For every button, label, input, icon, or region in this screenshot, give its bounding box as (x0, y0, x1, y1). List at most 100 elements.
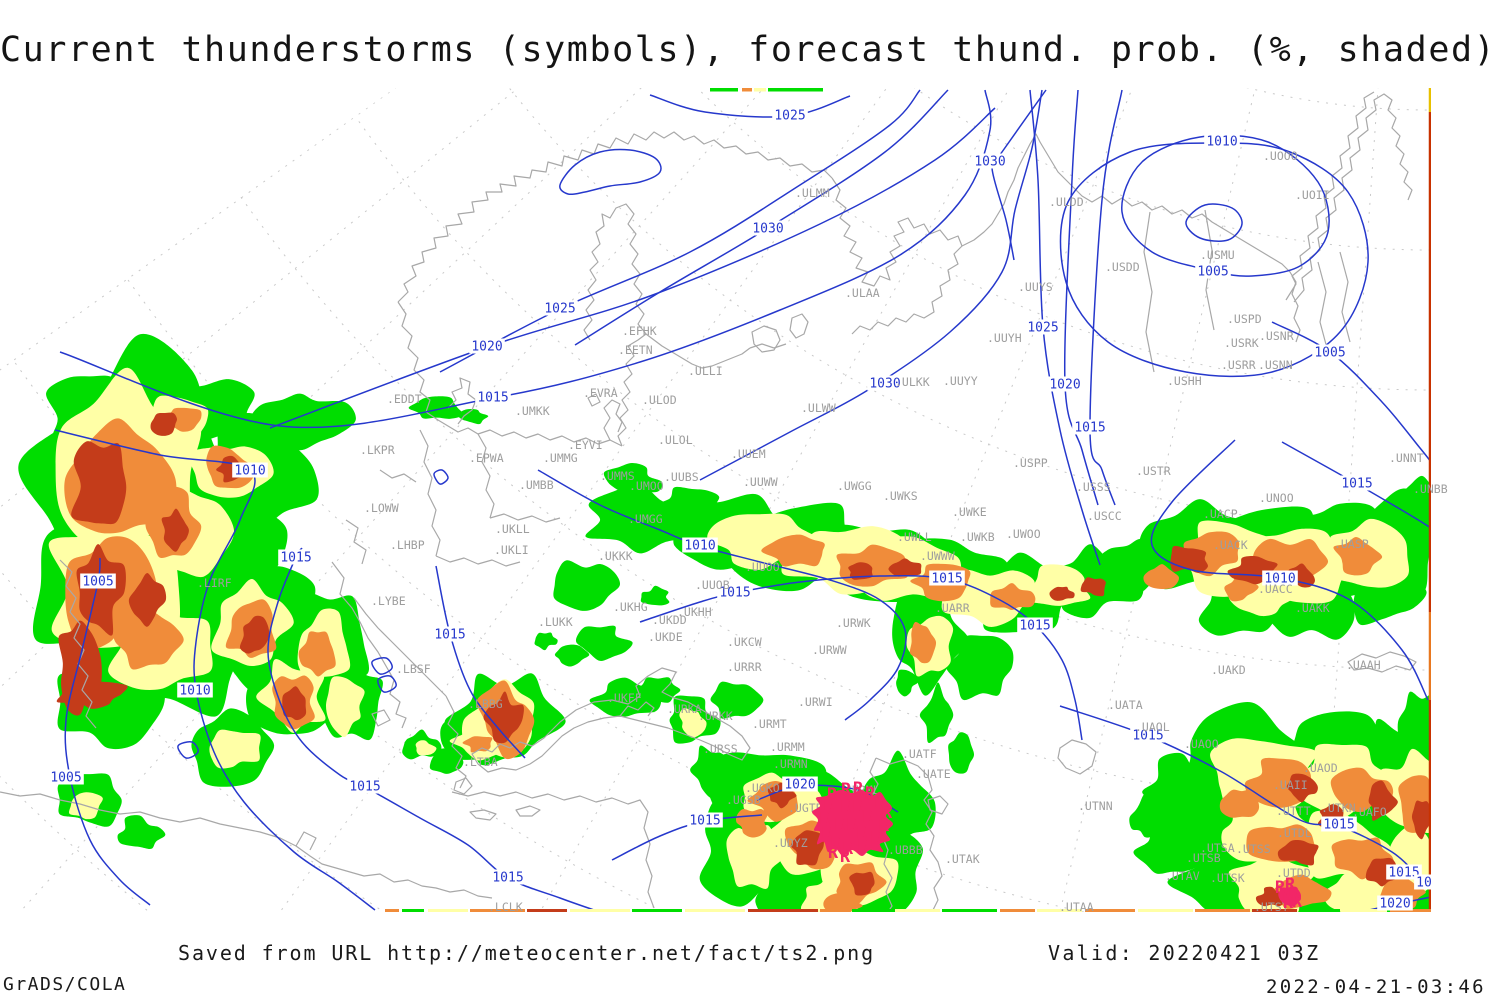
isobar-label: 1015 (1132, 729, 1163, 744)
isobar-label: 1015 (1388, 866, 1419, 881)
station-label: .UUEM (731, 447, 766, 461)
station-label: .ULOD (642, 393, 677, 407)
station-label: .USSS (1076, 480, 1111, 494)
station-label: .UWWW (920, 549, 955, 563)
isobar-label: 1010 (1264, 572, 1295, 587)
isobar-label: 1005 (82, 575, 113, 590)
station-label: .UDYZ (773, 836, 808, 850)
thunderstorm-icon: R (1275, 878, 1286, 898)
station-label: .USNR (1259, 329, 1294, 343)
station-label: .UAKK (1295, 601, 1330, 615)
valid-time-text: Valid: 20220421 03Z (1048, 941, 1321, 965)
station-label: .USRK (1224, 336, 1259, 350)
thunderstorm-icon: R (824, 795, 835, 815)
isobar-label: 1015 (931, 572, 962, 587)
station-label: .UGSB (726, 793, 761, 807)
station-label: .UWKB (960, 530, 995, 544)
station-label: .LIRF (197, 576, 232, 590)
isobar-label: 1030 (869, 377, 900, 392)
thunderstorm-icon: R (857, 823, 868, 843)
station-label: .UARR (935, 601, 970, 615)
station-label: .UUOB (695, 578, 730, 592)
thunderstorm-icon: R (879, 816, 890, 836)
station-label: .USDD (1105, 260, 1140, 274)
station-label: .EVRA (583, 386, 618, 400)
station-label: .URKK (698, 709, 733, 723)
station-label: .LTBA (463, 755, 498, 769)
isobar-labels: 1025 1030 1030 1025 1020 1015 1010 1010 1005 1005… (48, 107, 1434, 912)
station-label: .LYBE (371, 594, 406, 608)
station-label: .URSS (703, 742, 738, 756)
isobar-label: 1020 (1379, 897, 1410, 912)
station-label: .UMMS (600, 469, 635, 483)
station-label: .UAAH (1346, 658, 1381, 672)
station-label: .UTKN (1321, 801, 1356, 815)
station-label: .LBSF (396, 662, 431, 676)
station-label: .UTDL (1277, 826, 1312, 840)
station-label: .UBBB (888, 843, 923, 857)
station-label: .LOWW (364, 501, 399, 515)
station-label: .UAKD (1211, 663, 1246, 677)
station-label: .UNOO (1259, 491, 1294, 505)
thunderstorm-icon: R (820, 809, 831, 829)
station-label: .UUYY (943, 374, 978, 388)
station-label: .UTAK (945, 852, 980, 866)
station-label: .LUKK (538, 615, 573, 629)
station-label: .UATE (916, 767, 951, 781)
station-label: .LBBG (468, 697, 503, 711)
station-label: .UAOD (1303, 761, 1338, 775)
station-label: .UMOO (629, 479, 664, 493)
station-label: .USMU (1200, 248, 1235, 262)
station-label: .ULAA (845, 286, 880, 300)
station-label: .UKLL (495, 522, 530, 536)
station-label: .ULDD (1049, 195, 1084, 209)
station-label: .UWKS (883, 489, 918, 503)
station-label: .UATF (902, 747, 937, 761)
isobar-label: 1015 (1074, 421, 1105, 436)
station-label: .UOOO (1263, 149, 1298, 163)
station-label: .URKA (667, 702, 702, 716)
isobar-label: 1020 (471, 340, 502, 355)
station-label: .URMN (773, 757, 808, 771)
thunderstorm-icon: R (841, 797, 852, 817)
station-label: .UAFO (1352, 805, 1387, 819)
station-label: .UKHH (677, 605, 712, 619)
station-label: .UKFF (607, 691, 642, 705)
station-label: .UKDE (648, 630, 683, 644)
station-label: .UMGG (628, 512, 663, 526)
station-label: .UGKO (745, 781, 780, 795)
thunderstorm-icon: R (840, 847, 851, 867)
station-label: .UTSA (1200, 841, 1235, 855)
isobar-label: 1015 (719, 586, 750, 601)
isobar-label: 1015 (1323, 818, 1354, 833)
isobar-label: 1010 (1206, 135, 1237, 150)
thunderstorm-cluster-blob (1278, 886, 1301, 907)
isobar-label: 1020 (784, 778, 815, 793)
station-label: .UKLI (494, 543, 529, 557)
station-label: .UTSK (1210, 871, 1245, 885)
station-label: .EFHK (622, 324, 657, 338)
thunderstorm-icon: R (822, 823, 833, 843)
isobar-label: 1025 (544, 302, 575, 317)
station-label: .UUYS (1018, 280, 1053, 294)
station-label: .UACP (1203, 507, 1238, 521)
station-label: .UMKK (515, 404, 550, 418)
station-label: .UTST (1254, 900, 1289, 914)
isobar-label: 1015 (434, 628, 465, 643)
station-label: .URWI (798, 695, 833, 709)
station-label: .USHH (1167, 374, 1202, 388)
station-label: .UAOO (1184, 737, 1219, 751)
station-label: .USPD (1227, 312, 1262, 326)
station-label: .UAII (1273, 778, 1308, 792)
thunderstorm-icon: R (1283, 893, 1294, 913)
station-label: .USNN (1258, 358, 1293, 372)
station-label: .UNBB (1413, 482, 1448, 496)
station-label: .UASP (1334, 537, 1369, 551)
station-label: .USCC (1087, 509, 1122, 523)
isobar-label: 1020 (1049, 378, 1080, 393)
station-label: .ULWW (801, 401, 836, 415)
isobar-label: 1010 (234, 464, 265, 479)
